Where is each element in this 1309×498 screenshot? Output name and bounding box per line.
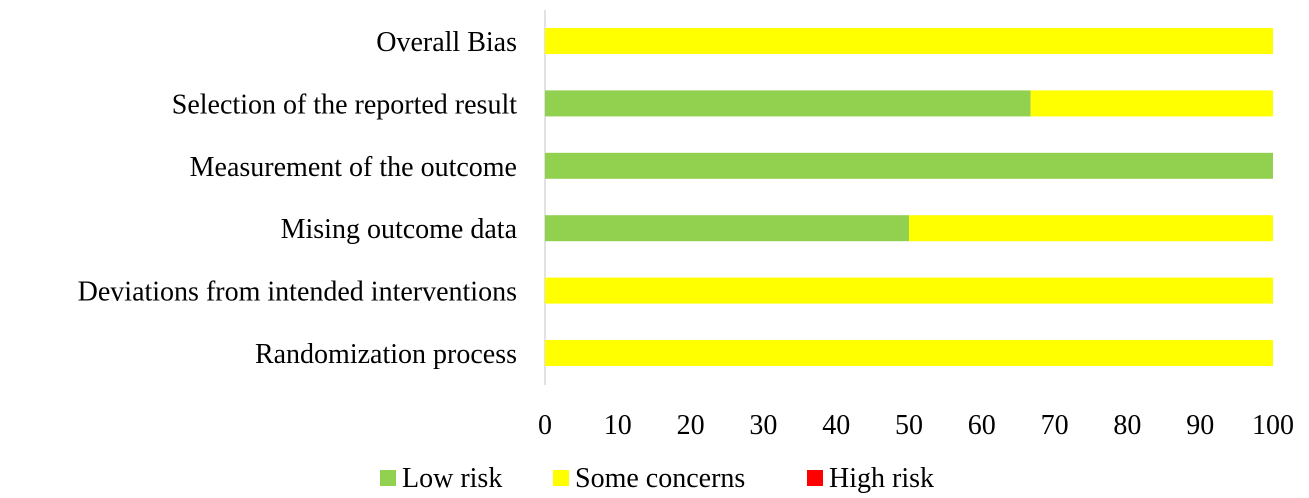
legend-swatch <box>553 470 569 486</box>
legend-label: Low risk <box>402 463 502 494</box>
legend-label: Some concerns <box>575 463 745 494</box>
x-tick-label: 40 <box>822 410 850 441</box>
bar-some-concerns-1 <box>1030 90 1273 117</box>
bar-some-concerns-0 <box>545 28 1273 54</box>
x-tick-label: 50 <box>895 410 923 441</box>
x-tick-label: 70 <box>1041 410 1069 441</box>
category-label: Deviations from intended interventions <box>78 277 517 308</box>
x-tick-label: 80 <box>1113 410 1141 441</box>
x-tick-label: 90 <box>1186 410 1214 441</box>
x-tick-label: 100 <box>1252 410 1294 441</box>
category-labels: Overall Bias Selection of the reported re… <box>78 27 518 370</box>
category-label: Mising outcome data <box>281 214 518 245</box>
legend-swatch <box>380 470 396 486</box>
category-label: Overall Bias <box>376 27 517 58</box>
bar-some-concerns-5 <box>545 340 1273 366</box>
x-tick-label: 0 <box>538 410 552 441</box>
bar-low-risk-1 <box>545 90 1031 117</box>
legend-label: High risk <box>829 463 934 494</box>
category-label: Selection of the reported result <box>172 89 517 120</box>
bar-low-risk-2 <box>545 152 1273 179</box>
x-tick-label: 10 <box>604 410 632 441</box>
x-tick-label: 30 <box>749 410 777 441</box>
x-tick-label: 20 <box>677 410 705 441</box>
bars-group <box>545 28 1273 366</box>
category-label: Measurement of the outcome <box>190 152 517 183</box>
bar-low-risk-3 <box>545 215 909 242</box>
category-label: Randomization process <box>255 339 517 370</box>
bar-some-concerns-3 <box>909 215 1273 242</box>
bar-some-concerns-4 <box>545 277 1273 304</box>
x-tick-label: 60 <box>968 410 996 441</box>
legend-swatch <box>807 470 823 486</box>
legend: Low risk Some concerns High risk <box>380 463 934 494</box>
x-tick-labels: 0 10 20 30 40 50 60 70 80 90 100 <box>538 410 1294 441</box>
